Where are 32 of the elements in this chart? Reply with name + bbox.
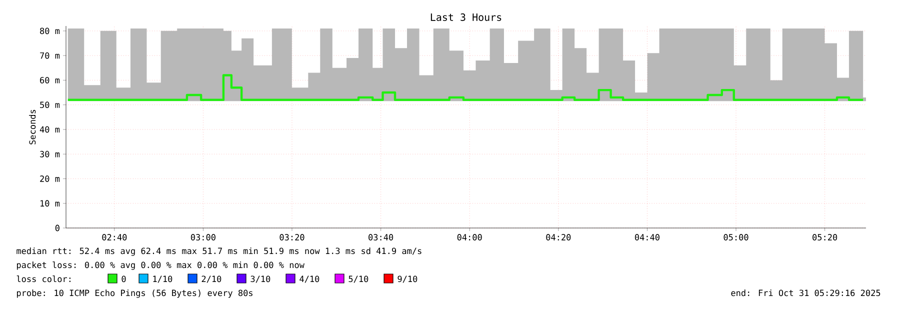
- y-tick-label: 70 m: [40, 52, 60, 59]
- x-tick-label: 05:00: [724, 234, 748, 240]
- x-tick-label: 02:40: [102, 234, 127, 240]
- legend-title: loss color:: [16, 276, 70, 282]
- legend-label: 3/10: [250, 276, 270, 283]
- x-tick-label: 05:20: [812, 234, 838, 240]
- y-tick-label: 10 m: [40, 200, 60, 207]
- legend-label: 5/10: [348, 276, 368, 283]
- y-tick-label: 80 m: [40, 28, 60, 34]
- legend-label: 9/10: [398, 276, 418, 283]
- legend-label: 1/10: [153, 276, 172, 283]
- x-tick-label: 04:40: [634, 234, 660, 240]
- y-tick-label: 50 m: [40, 102, 60, 108]
- y-axis-title: Seconds: [29, 110, 36, 144]
- y-tick-label: 20 m: [40, 176, 60, 182]
- text: end: Fri Oct 31 05:29:16 2025: [731, 290, 880, 296]
- x-tick-label: 03:40: [368, 234, 394, 240]
- y-tick-label: 30 m: [40, 150, 60, 158]
- legend-label: 4/10: [300, 276, 320, 283]
- legend-label: 0: [122, 276, 126, 282]
- chart-title: Last 3 Hours: [430, 13, 502, 21]
- legend-label: 2/10: [202, 276, 222, 283]
- text: probe: 10 ICMP Echo Pings (56 Bytes) every 80s: [16, 290, 252, 298]
- x-tick-label: 04:00: [457, 234, 482, 240]
- text: median rtt: 52.4 ms avg 62.4 ms max 51.7 ms min 51.9 ms now 1.3 ms sd 41.9 am/s: [16, 248, 422, 256]
- y-tick-label: 60 m: [40, 76, 60, 84]
- y-tick-label: 0: [55, 224, 60, 232]
- x-tick-label: 03:00: [190, 234, 216, 240]
- text: packet loss: 0.00 % avg 0.00 % max 0.00 % min 0.00 % now: [16, 262, 304, 270]
- x-tick-label: 03:20: [280, 234, 304, 240]
- y-tick-label: 40 m: [40, 126, 60, 133]
- x-tick-label: 04:20: [546, 234, 571, 240]
